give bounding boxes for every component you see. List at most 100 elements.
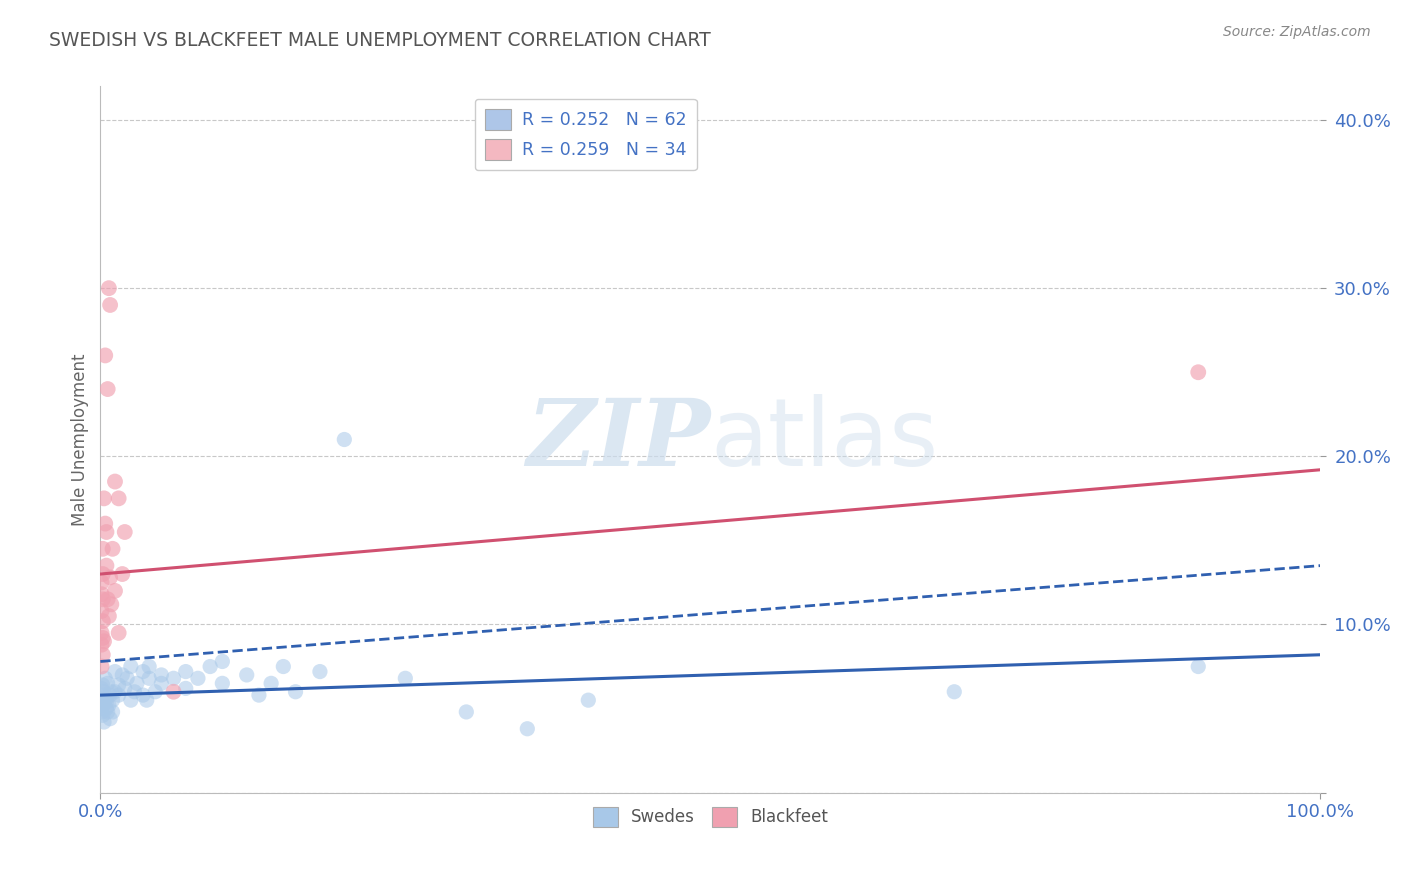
Point: [90, 575, 112, 590]
Point: [162, 685, 184, 699]
Point: [98, 688, 121, 702]
Point: [333, 433, 356, 447]
Point: [1187, 659, 1209, 673]
Point: [162, 671, 184, 685]
Point: [91, 688, 114, 702]
Point: [132, 665, 155, 679]
Point: [211, 676, 233, 690]
Text: Source: ZipAtlas.com: Source: ZipAtlas.com: [1223, 25, 1371, 39]
Point: [143, 685, 166, 699]
Point: [260, 676, 283, 690]
Point: [100, 597, 122, 611]
Point: [91, 541, 114, 556]
Point: [247, 688, 270, 702]
Point: [174, 681, 197, 696]
Point: [91, 592, 114, 607]
Point: [91, 648, 114, 662]
Point: [93, 634, 115, 648]
Text: ZIP: ZIP: [526, 394, 710, 484]
Point: [97, 382, 120, 396]
Point: [90, 626, 112, 640]
Point: [309, 665, 332, 679]
Point: [96, 524, 118, 539]
Point: [98, 570, 121, 584]
Legend: Swedes, Blackfeet: Swedes, Blackfeet: [586, 800, 835, 834]
Point: [96, 558, 118, 573]
Point: [135, 693, 157, 707]
Point: [91, 708, 114, 723]
Point: [90, 659, 112, 673]
Point: [90, 604, 112, 618]
Point: [516, 722, 538, 736]
Y-axis label: Male Unemployment: Male Unemployment: [72, 353, 89, 525]
Point: [94, 671, 117, 685]
Point: [97, 609, 120, 624]
Point: [101, 705, 124, 719]
Point: [198, 659, 221, 673]
Point: [91, 631, 114, 645]
Point: [125, 676, 148, 690]
Point: [100, 685, 122, 699]
Point: [107, 626, 129, 640]
Point: [90, 693, 112, 707]
Point: [114, 524, 136, 539]
Point: [273, 659, 295, 673]
Point: [104, 475, 127, 489]
Point: [90, 587, 112, 601]
Point: [98, 298, 121, 312]
Point: [104, 685, 127, 699]
Point: [107, 491, 129, 506]
Point: [97, 705, 120, 719]
Point: [97, 698, 120, 713]
Point: [235, 668, 257, 682]
Point: [101, 693, 124, 707]
Point: [98, 712, 121, 726]
Point: [187, 671, 209, 685]
Point: [111, 668, 134, 682]
Point: [150, 676, 173, 690]
Point: [93, 714, 115, 729]
Point: [138, 659, 160, 673]
Point: [90, 705, 112, 719]
Point: [91, 614, 114, 628]
Point: [97, 676, 120, 690]
Point: [94, 693, 117, 707]
Point: [104, 665, 127, 679]
Point: [107, 678, 129, 692]
Point: [111, 567, 134, 582]
Point: [150, 668, 173, 682]
Point: [115, 671, 138, 685]
Point: [97, 592, 120, 607]
Point: [90, 681, 112, 696]
Point: [211, 655, 233, 669]
Point: [91, 698, 114, 713]
Point: [97, 281, 120, 295]
Point: [120, 659, 142, 673]
Point: [93, 691, 115, 706]
Text: SWEDISH VS BLACKFEET MALE UNEMPLOYMENT CORRELATION CHART: SWEDISH VS BLACKFEET MALE UNEMPLOYMENT C…: [49, 31, 711, 50]
Point: [174, 665, 197, 679]
Point: [576, 693, 599, 707]
Point: [132, 688, 155, 702]
Point: [96, 701, 118, 715]
Point: [90, 638, 112, 652]
Point: [1187, 365, 1209, 379]
Text: atlas: atlas: [710, 393, 939, 485]
Point: [120, 693, 142, 707]
Point: [124, 685, 146, 699]
Point: [93, 491, 115, 506]
Point: [284, 685, 307, 699]
Point: [96, 695, 118, 709]
Point: [94, 516, 117, 531]
Point: [101, 541, 124, 556]
Point: [104, 583, 127, 598]
Point: [93, 685, 115, 699]
Point: [90, 701, 112, 715]
Point: [138, 671, 160, 685]
Point: [456, 705, 478, 719]
Point: [94, 348, 117, 362]
Point: [943, 685, 966, 699]
Point: [91, 567, 114, 582]
Point: [114, 681, 136, 696]
Point: [394, 671, 416, 685]
